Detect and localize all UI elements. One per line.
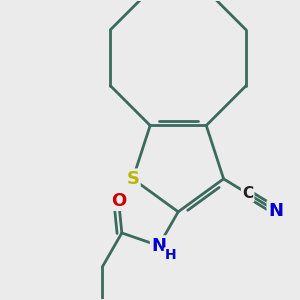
Text: N: N (268, 202, 283, 220)
Text: O: O (111, 192, 126, 210)
Text: H: H (165, 248, 176, 262)
Text: C: C (242, 186, 253, 201)
Text: S: S (126, 170, 139, 188)
Text: N: N (151, 237, 166, 255)
